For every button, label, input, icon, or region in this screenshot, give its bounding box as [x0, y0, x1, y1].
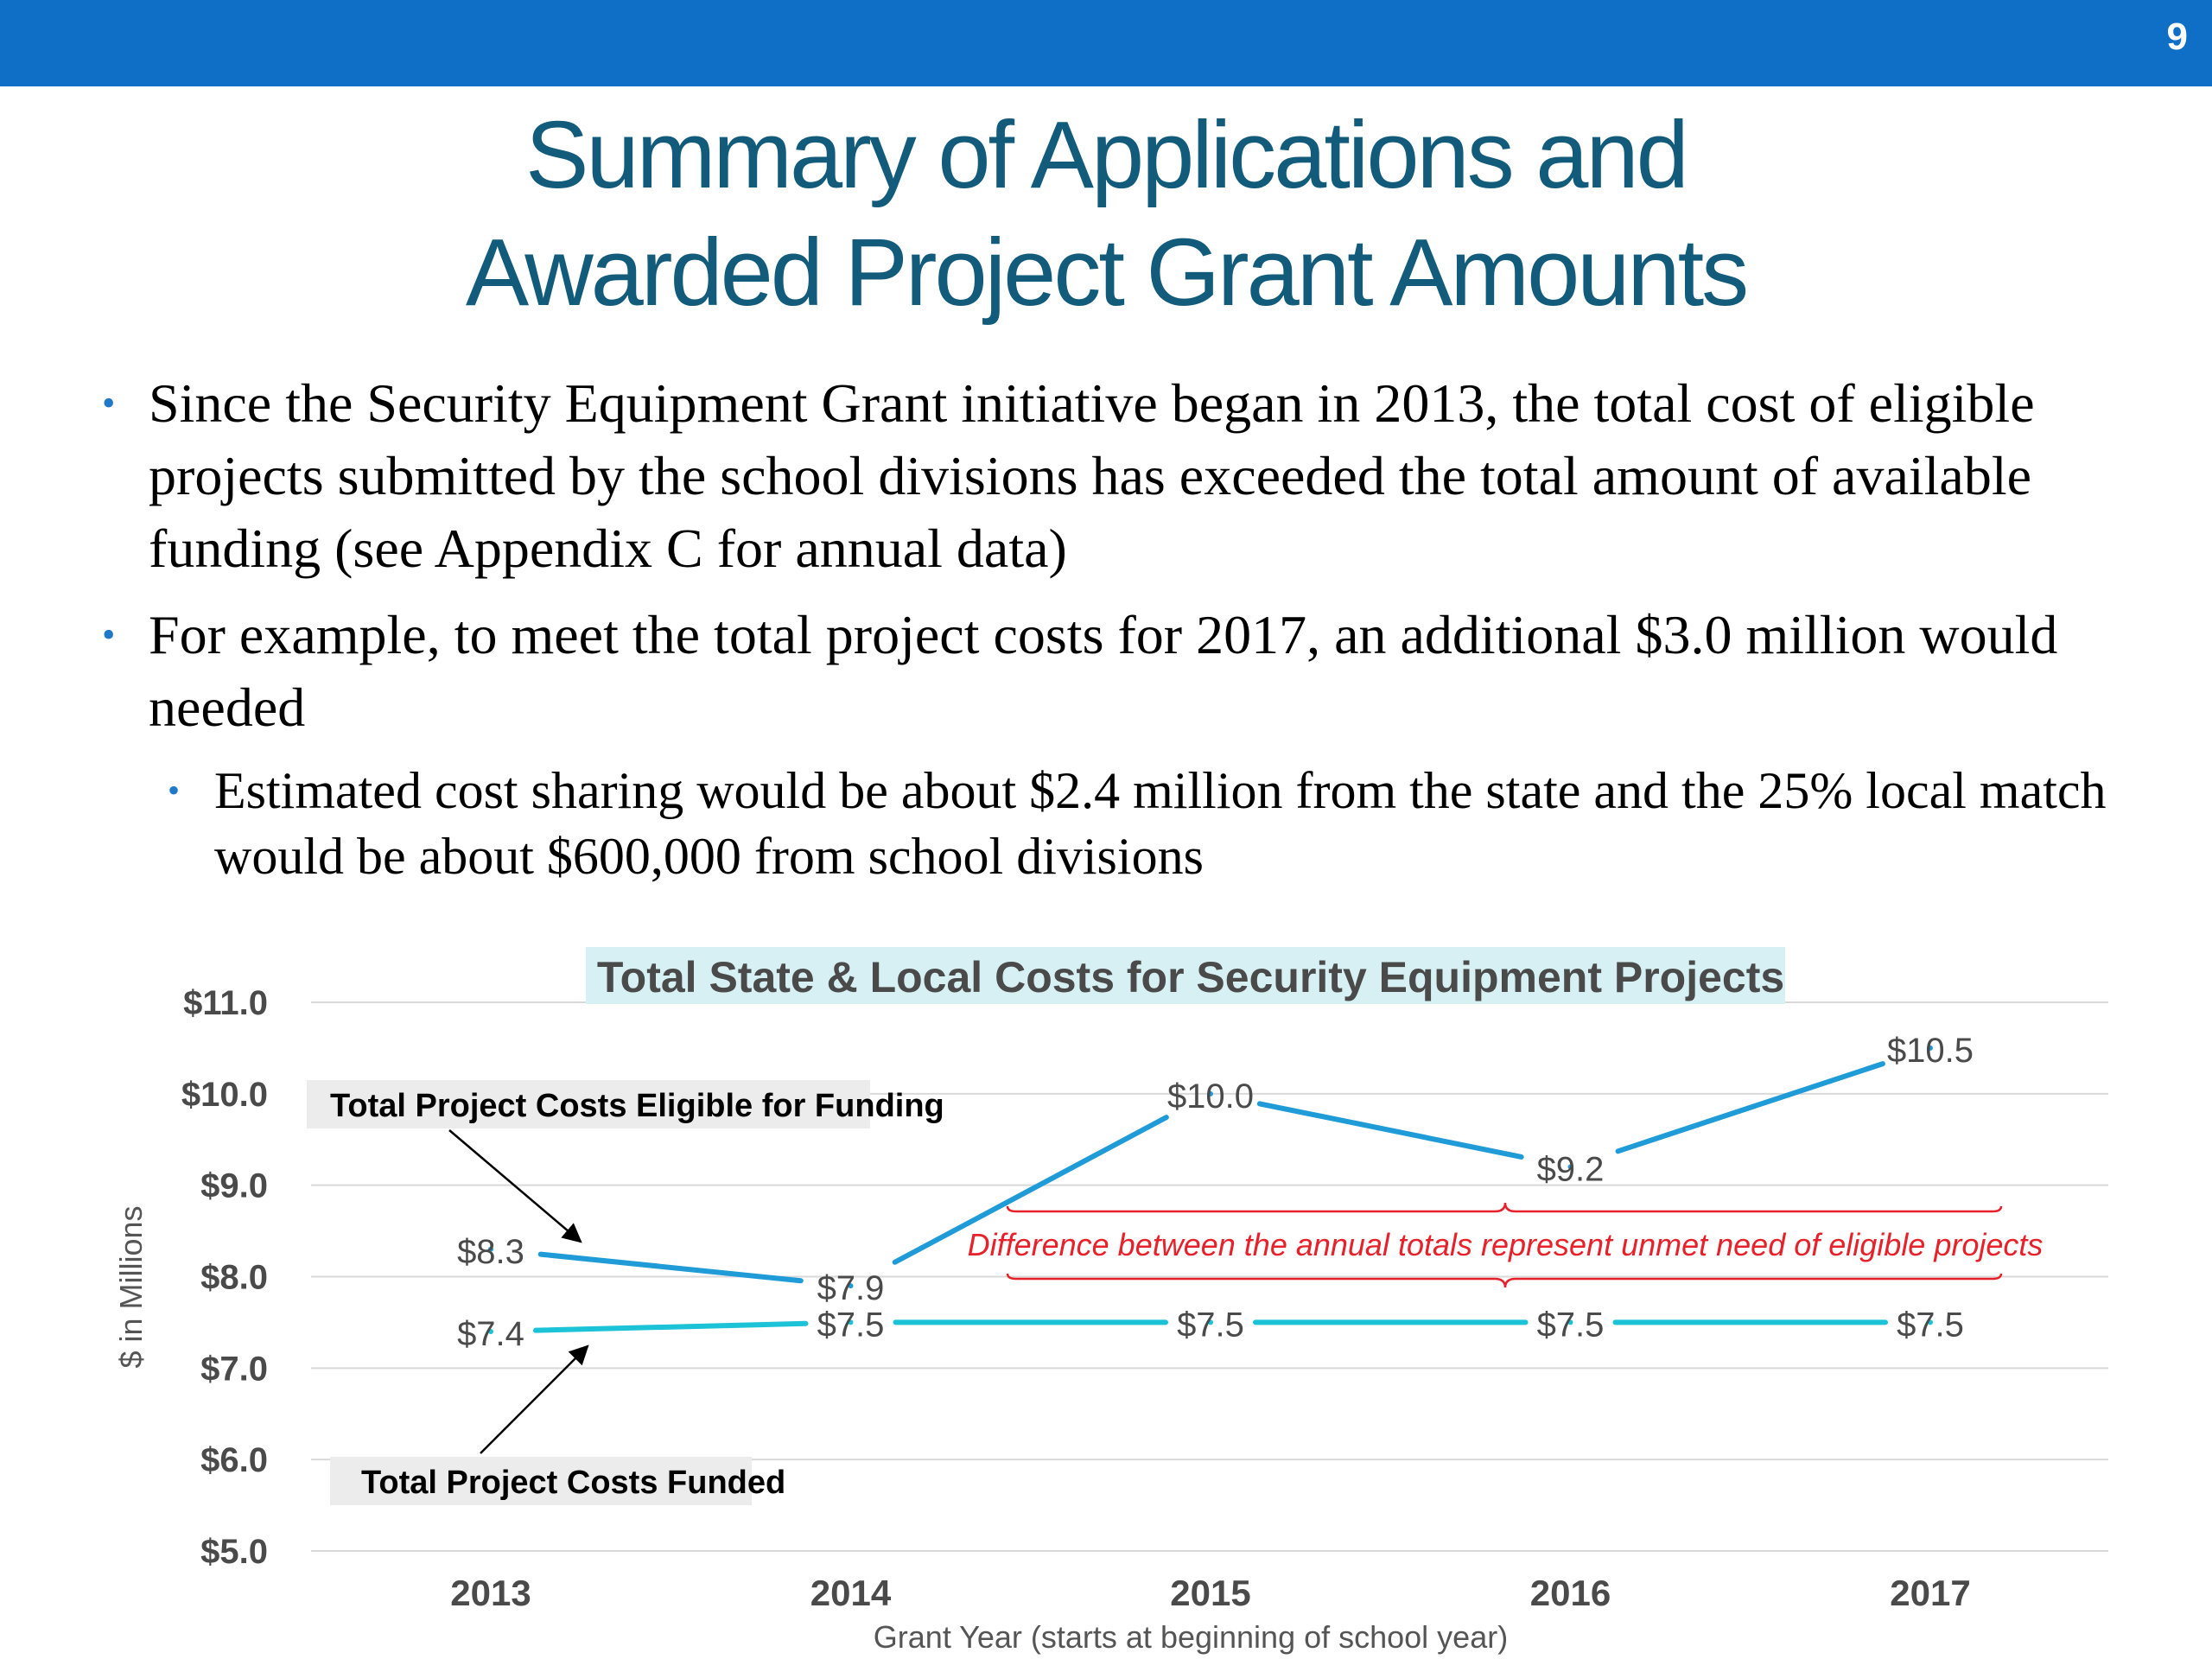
y-tick-label: $5.0 — [200, 1533, 268, 1571]
y-tick-label: $7.0 — [200, 1350, 268, 1388]
series-segment-eligible — [1615, 1061, 1885, 1154]
data-point-funded — [488, 1329, 493, 1334]
y-tick-label: $11.0 — [183, 984, 268, 1022]
callout-funded-text: Total Project Costs Funded — [361, 1465, 785, 1501]
data-label-eligible: $9.2 — [1537, 1151, 1605, 1189]
data-label-funded: $7.5 — [1537, 1306, 1605, 1344]
cost-line-chart: $5.0$6.0$7.0$8.0$9.0$10.0$11.0 2013 2014 2… — [113, 947, 2108, 1655]
data-point-funded — [1567, 1319, 1573, 1325]
series-segment-funded — [532, 1320, 809, 1333]
data-label-funded: $7.5 — [1177, 1306, 1244, 1344]
y-tick-label: $10.0 — [181, 1076, 268, 1114]
data-point-funded — [1928, 1319, 1933, 1325]
series-segment-eligible — [1256, 1101, 1524, 1160]
data-point-funded — [848, 1319, 854, 1325]
title-line-2: Awarded Project Grant Amounts — [465, 219, 1749, 326]
bullet-list: • Since the Security Equipment Grant ini… — [95, 367, 2117, 889]
legend-callout-funded: Total Project Costs Funded — [330, 1344, 785, 1505]
bullet-dot-icon: • — [102, 382, 116, 424]
x-axis-label: Grant Year (starts at beginning of schoo… — [874, 1619, 1508, 1655]
data-label-eligible: $10.0 — [1167, 1077, 1254, 1116]
bullet-text: Since the Security Equipment Grant initi… — [149, 372, 2035, 579]
x-axis-ticks: 2013 2014 2015 2016 2017 — [450, 1573, 1970, 1613]
x-tick-label: 2015 — [1170, 1573, 1250, 1613]
difference-annotation-text: Difference between the annual totals rep… — [968, 1227, 2044, 1262]
data-point-eligible — [1208, 1090, 1213, 1096]
data-label-funded: $7.5 — [1897, 1306, 1964, 1344]
chart-title-background — [586, 947, 1785, 1004]
y-tick-label: $9.0 — [200, 1167, 268, 1205]
x-tick-label: 2014 — [810, 1573, 892, 1613]
data-point-eligible — [848, 1283, 854, 1289]
bullet-item: • Since the Security Equipment Grant ini… — [95, 367, 2117, 585]
data-label-funded: $7.5 — [817, 1306, 885, 1344]
bullet-dot-icon: • — [168, 771, 181, 810]
slide-number: 9 — [2166, 16, 2188, 58]
chart-title: Total State & Local Costs for Security E… — [597, 953, 1784, 1001]
brace-top — [1006, 1202, 2003, 1213]
data-labels: $8.3 $7.9 $10.0 $9.2 $10.5 $7.4 $7.5 $7.5 $7.5 $7… — [457, 1032, 1974, 1353]
y-tick-label: $6.0 — [200, 1441, 268, 1479]
y-axis-ticks: $5.0 $6.0 $7.0 $8.0 $9.0 $10.0 $11.0 — [181, 984, 268, 1571]
series-lines — [488, 1045, 1933, 1334]
x-tick-label: 2016 — [1530, 1573, 1611, 1613]
data-point-funded — [1208, 1319, 1213, 1325]
callout-eligible-arrow — [448, 1129, 582, 1243]
data-label-eligible: $7.9 — [817, 1269, 885, 1307]
x-tick-label: 2013 — [450, 1573, 531, 1613]
bullet-text: For example, to meet the total project c… — [149, 604, 2058, 738]
callout-funded-box — [330, 1457, 752, 1505]
data-label-eligible: $8.3 — [457, 1233, 524, 1271]
sub-bullet-item: • Estimated cost sharing would be about … — [95, 758, 2117, 889]
callout-eligible-text: Total Project Costs Eligible for Funding — [330, 1088, 944, 1124]
bullet-dot-icon: • — [102, 613, 116, 656]
callout-eligible-box — [307, 1080, 870, 1128]
y-tick-label: $8.0 — [200, 1259, 268, 1297]
data-point-eligible — [1567, 1164, 1573, 1170]
title-line-1: Summary of Applications and — [525, 102, 1689, 208]
header-bar: 9 — [0, 0, 2212, 86]
sub-bullet-text: Estimated cost sharing would be about $2… — [214, 762, 2107, 885]
x-tick-label: 2017 — [1890, 1573, 1970, 1613]
data-point-eligible — [1928, 1045, 1933, 1051]
difference-annotation: Difference between the annual totals rep… — [968, 1202, 2044, 1288]
page-title: Summary of Applications and Awarded Proj… — [0, 97, 2212, 332]
bullet-item: • For example, to meet the total project… — [95, 599, 2117, 744]
data-label-eligible: $10.5 — [1887, 1032, 1974, 1070]
series-segment-eligible — [537, 1251, 804, 1284]
brace-bottom — [1006, 1273, 2003, 1288]
series-segment-eligible — [892, 1115, 1169, 1265]
data-label-funded: $7.4 — [457, 1315, 524, 1353]
legend-callout-eligible: Total Project Costs Eligible for Funding — [307, 1080, 944, 1243]
data-point-eligible — [488, 1246, 493, 1252]
y-axis-label: $ in Millions — [113, 1205, 149, 1368]
callout-funded-arrow — [480, 1344, 589, 1454]
